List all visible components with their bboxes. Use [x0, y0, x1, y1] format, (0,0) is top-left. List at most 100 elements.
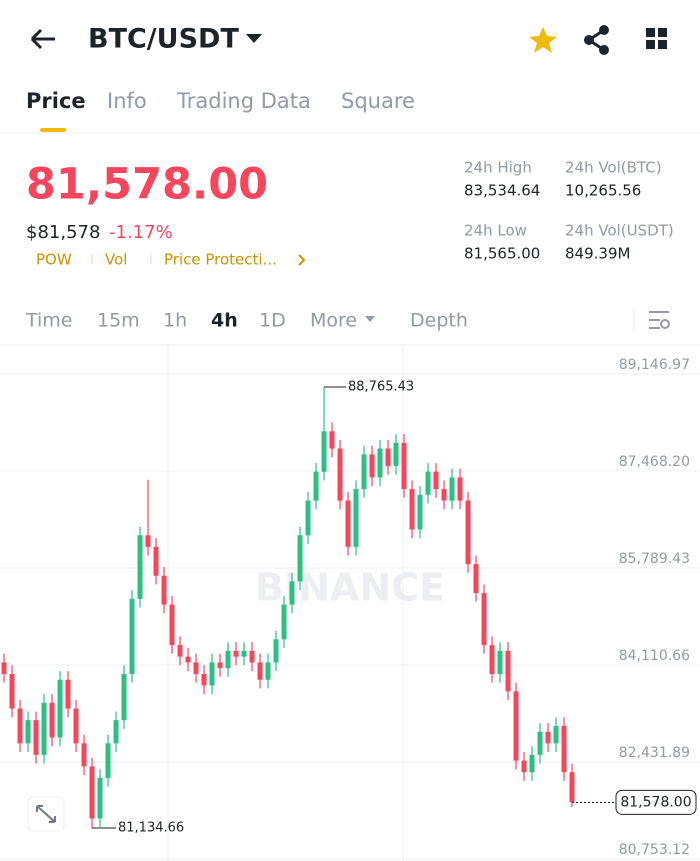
- pair-dropdown[interactable]: [246, 34, 262, 43]
- candle-body: [217, 662, 223, 669]
- candle-body: [137, 535, 143, 599]
- candle-body: [105, 743, 111, 778]
- candle-body: [337, 448, 343, 501]
- usd-price: $81,578: [26, 222, 100, 243]
- candle-body: [193, 662, 199, 674]
- candle-body: [97, 777, 103, 819]
- layout-button[interactable]: [646, 28, 667, 49]
- candle-body: [497, 650, 503, 674]
- last-price: 81,578.00: [26, 160, 268, 210]
- candle-body: [561, 725, 567, 773]
- pair-title[interactable]: BTC/USDT: [88, 24, 239, 55]
- candle-body: [313, 471, 319, 501]
- more-caret[interactable]: [365, 316, 375, 322]
- candle-body: [145, 535, 151, 547]
- tab[interactable]: Info: [107, 89, 147, 113]
- candle-body: [209, 662, 215, 686]
- stat-label: 24h High: [464, 159, 532, 177]
- stat-label: 24h Low: [464, 222, 527, 240]
- candle-body: [89, 766, 95, 819]
- candle-body: [505, 650, 511, 692]
- candle-body: [385, 448, 391, 466]
- interval[interactable]: More: [310, 310, 357, 332]
- price-change: -1.17%: [109, 222, 173, 243]
- tags-more[interactable]: [298, 254, 306, 266]
- y-tick-label: 85,789.43: [619, 551, 690, 567]
- candle-body: [57, 679, 63, 738]
- candle-body: [153, 546, 159, 576]
- candle-body: [393, 442, 399, 466]
- candle-body: [521, 760, 527, 773]
- y-tick-label: 84,110.66: [619, 648, 690, 664]
- candle-body: [481, 593, 487, 646]
- candle-body: [81, 743, 87, 767]
- candle-body: [129, 598, 135, 674]
- y-tick-label: 87,468.20: [619, 454, 690, 470]
- candle-body: [225, 650, 231, 669]
- chart-settings[interactable]: [649, 311, 670, 329]
- candle-body: [281, 604, 287, 640]
- candle-body: [537, 731, 543, 755]
- expand-button[interactable]: [27, 796, 65, 832]
- candle-body: [305, 500, 311, 536]
- tab[interactable]: Square: [341, 89, 415, 113]
- candle-body: [265, 662, 271, 680]
- y-tick-label: 89,146.97: [619, 357, 690, 373]
- candle-body: [417, 494, 423, 530]
- candle-body: [65, 679, 71, 709]
- candle-body: [185, 656, 191, 663]
- candle-body: [41, 702, 47, 755]
- favorite-star[interactable]: [529, 27, 557, 53]
- tag[interactable]: Price Protecti...: [164, 251, 277, 269]
- candle-body: [361, 454, 367, 490]
- candle-body: [113, 720, 119, 744]
- stat-value: 849.39M: [565, 245, 630, 263]
- interval[interactable]: 1h: [163, 310, 187, 332]
- stat-value: 81,565.00: [464, 245, 540, 263]
- stat-value: 83,534.64: [464, 182, 540, 200]
- candle-body: [9, 673, 15, 709]
- candle-body: [201, 673, 207, 686]
- max-label: 88,765.43: [348, 380, 414, 395]
- tag[interactable]: POW: [36, 251, 72, 269]
- candle-body: [425, 471, 431, 495]
- candle-body: [233, 650, 239, 657]
- candle-body: [513, 691, 519, 761]
- interval[interactable]: Time: [25, 310, 73, 332]
- stat-label: 24h Vol(USDT): [565, 222, 674, 240]
- tab[interactable]: Price: [26, 89, 86, 113]
- candle-body: [161, 575, 167, 605]
- share-button[interactable]: [584, 25, 609, 55]
- candle-body: [369, 454, 375, 478]
- candle-body: [569, 772, 575, 803]
- candle-body: [297, 535, 303, 582]
- interval[interactable]: 15m: [97, 310, 140, 332]
- interval[interactable]: 4h: [211, 310, 238, 332]
- last-price-label: 81,578.00: [620, 794, 691, 810]
- candle-body: [377, 448, 383, 478]
- tab[interactable]: Trading Data: [176, 89, 311, 113]
- candle-body: [169, 604, 175, 646]
- candle-body: [553, 725, 559, 744]
- min-label: 81,134.66: [118, 820, 184, 835]
- candle-body: [401, 442, 407, 490]
- y-tick-label: 80,753.12: [619, 842, 690, 858]
- candle-body: [345, 500, 351, 547]
- candle-body: [17, 708, 23, 744]
- active-tab-indicator: [40, 128, 66, 132]
- candle-body: [25, 720, 31, 744]
- candle-body: [433, 471, 439, 490]
- interval[interactable]: 1D: [259, 310, 286, 332]
- watermark: BINANCE: [255, 566, 445, 610]
- tag[interactable]: Vol: [105, 251, 127, 269]
- candle-body: [321, 431, 327, 472]
- candle-body: [473, 564, 479, 594]
- interval[interactable]: Depth: [410, 310, 468, 332]
- last-price-box: [615, 789, 697, 815]
- back-button[interactable]: [30, 28, 55, 50]
- candle-body: [49, 702, 55, 738]
- candle-body: [33, 720, 39, 755]
- candle-body: [257, 662, 263, 680]
